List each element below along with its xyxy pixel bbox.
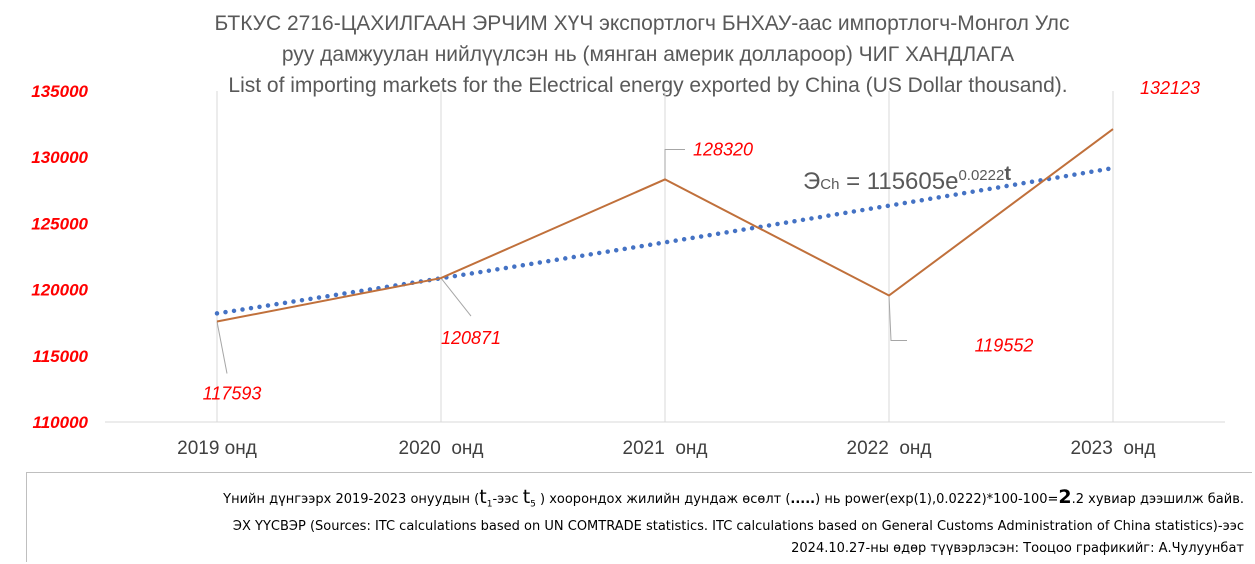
chart-title: БТКУС 2716-ЦАХИЛГААН ЭРЧИМ ХҮЧ экспортло… — [215, 12, 1070, 97]
notes-growth-line: Үнийн дүнгээрх 2019-2023 онуудын (t1-ээс… — [223, 486, 1244, 510]
y-tick-label: 135000 — [31, 82, 88, 101]
x-tick-label: 2020 онд — [399, 438, 484, 459]
chart-title-line-2: руу дамжуулан нийлүүлсэн нь (мянган амер… — [282, 43, 1014, 66]
equation-t: t — [1004, 163, 1011, 185]
y-tick-label: 125000 — [31, 214, 88, 233]
y-tick-label: 115000 — [33, 347, 89, 366]
chart-title-line-3: List of importing markets for the Electr… — [228, 74, 1067, 97]
equation-exponent: 0.0222 — [958, 167, 1004, 184]
notes-source-line: ЭХ ҮҮСВЭР (Sources: ITC calculations bas… — [232, 519, 1244, 535]
x-tick-label: 2021 онд — [623, 438, 708, 459]
trend-chart: БТКУС 2716-ЦАХИЛГААН ЭРЧИМ ХҮЧ экспортло… — [31, 12, 1225, 459]
data-label: 117593 — [203, 383, 262, 403]
exponential-trendline — [214, 165, 1116, 316]
y-tick-label: 120000 — [31, 281, 88, 300]
equation-body: = 115605e — [839, 168, 958, 195]
data-label: 132123 — [1140, 78, 1200, 98]
x-tick-label: 2023 онд — [1071, 438, 1156, 459]
x-tick-label: 2019 онд — [177, 438, 257, 459]
chart-notes: Үнийн дүнгээрх 2019-2023 онуудын (t1-ээс… — [26, 472, 1252, 562]
notes-date-author-line: 2024.10.27-ны өдөр түүвэрлэсэн: Тооцоо г… — [791, 540, 1244, 556]
equation-symbol: Э — [803, 168, 820, 195]
trendline-equation: ЭCh = 115605e0.0222t — [803, 163, 1011, 195]
y-tick-label: 130000 — [31, 148, 88, 167]
x-tick-label: 2022 онд — [847, 438, 932, 459]
y-tick-label: 110000 — [33, 413, 89, 432]
data-label: 128320 — [693, 139, 753, 159]
chart-title-line-1: БТКУС 2716-ЦАХИЛГААН ЭРЧИМ ХҮЧ экспортло… — [215, 12, 1070, 35]
series-line — [216, 128, 1114, 323]
trendline-path — [214, 165, 1116, 316]
x-axis-tick-labels: 2019 онд 2020 онд 2021 онд 2022 онд 2023 онд — [177, 438, 1155, 459]
data-label-leader-lines — [216, 148, 907, 374]
data-label-leader — [888, 295, 907, 342]
y-axis-tick-labels: 135000 130000 125000 120000 115000 110000 — [31, 82, 88, 432]
data-label: 120871 — [441, 328, 501, 348]
data-label-leader — [440, 277, 472, 317]
vertical-gridlines — [216, 91, 1114, 422]
equation-subscript: Ch — [820, 176, 839, 193]
data-label: 119552 — [975, 336, 1034, 356]
data-labels: 117593 120871 128320 119552 132123 — [203, 78, 1200, 403]
data-label-leader — [664, 148, 685, 180]
data-label-leader — [216, 321, 228, 374]
